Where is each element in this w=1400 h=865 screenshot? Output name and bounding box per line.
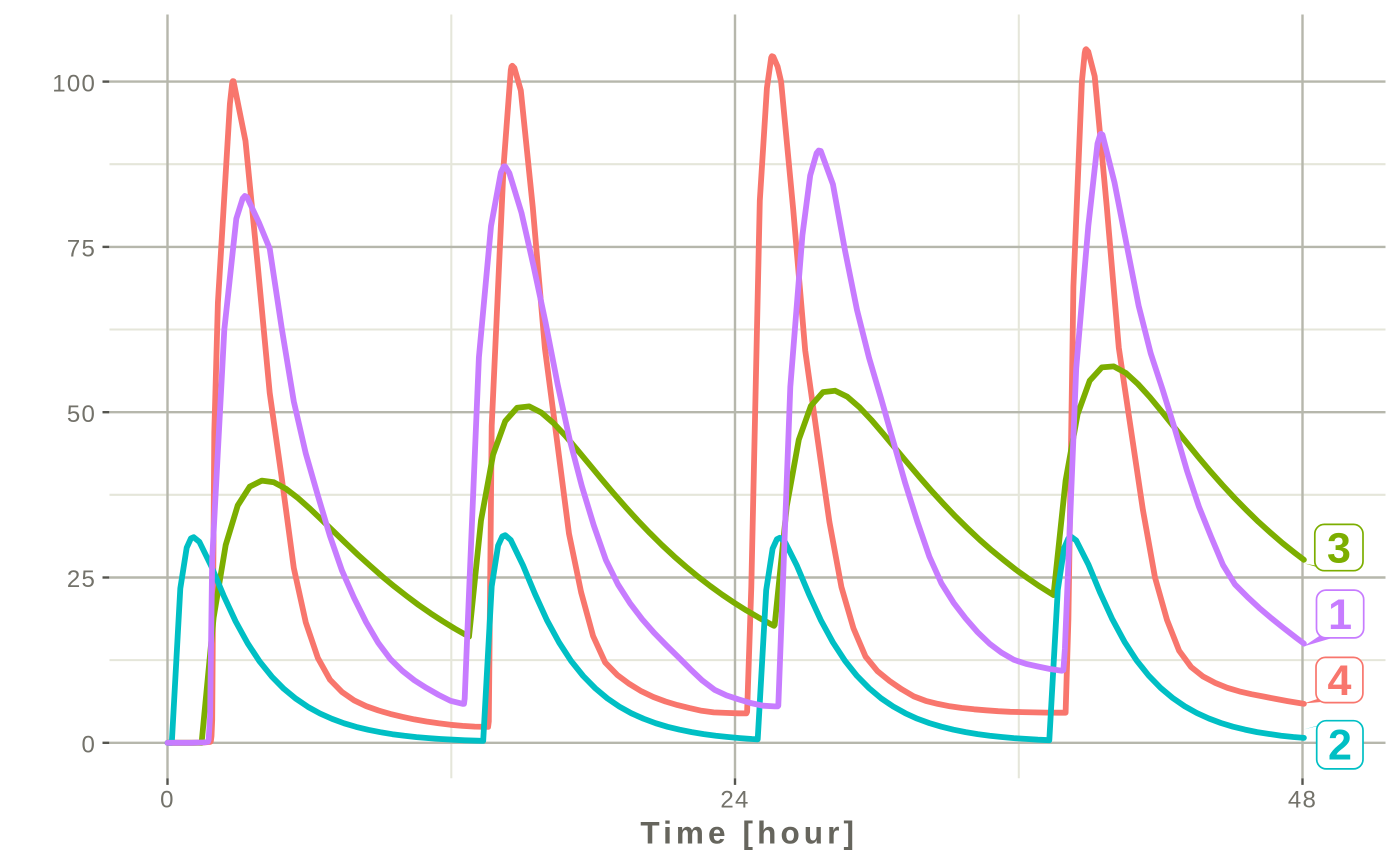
svg-text:48: 48 — [1288, 786, 1317, 813]
svg-text:50: 50 — [67, 401, 96, 428]
svg-text:Time [hour]: Time [hour] — [640, 815, 858, 851]
svg-text:24: 24 — [720, 786, 749, 813]
svg-text:75: 75 — [67, 236, 96, 263]
svg-text:4: 4 — [1328, 657, 1352, 705]
svg-text:25: 25 — [67, 566, 96, 593]
svg-text:0: 0 — [160, 786, 175, 813]
svg-text:100: 100 — [52, 70, 96, 97]
svg-text:3: 3 — [1327, 524, 1351, 572]
svg-text:1: 1 — [1328, 591, 1352, 639]
svg-text:0: 0 — [82, 732, 97, 759]
svg-text:2: 2 — [1328, 722, 1352, 770]
